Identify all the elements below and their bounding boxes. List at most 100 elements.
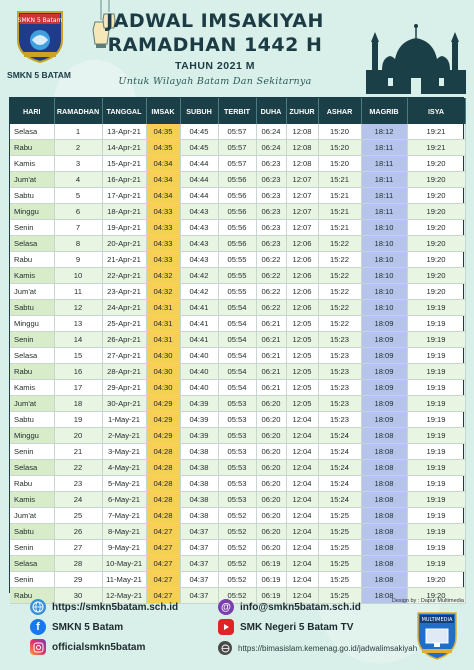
cell-terbit: 05:52 [218, 539, 257, 557]
cell-ashar: 15:24 [318, 443, 362, 461]
cell-day: Selasa [10, 347, 55, 365]
cell-isya: 19:19 [407, 555, 466, 573]
cell-ramadhan: 19 [54, 411, 103, 429]
cell-magrib: 18:08 [361, 587, 408, 605]
cell-terbit: 05:53 [218, 411, 257, 429]
cell-zuhur: 12:06 [286, 283, 319, 301]
email-link[interactable]: @ info@smkn5batam.sch.id [218, 599, 361, 615]
cell-duha: 06:22 [256, 251, 287, 269]
cell-terbit: 05:57 [218, 155, 257, 173]
cell-ashar: 15:25 [318, 523, 362, 541]
cell-ashar: 15:22 [318, 267, 362, 285]
cell-subuh: 04:39 [180, 411, 219, 429]
cell-imsak: 04:34 [146, 155, 181, 173]
cell-zuhur: 12:04 [286, 555, 319, 573]
cell-day: Rabu [10, 251, 55, 269]
cell-terbit: 05:52 [218, 571, 257, 589]
cell-isya: 19:20 [407, 155, 466, 173]
cell-ramadhan: 4 [54, 171, 103, 189]
cell-zuhur: 12:04 [286, 411, 319, 429]
cell-duha: 06:20 [256, 475, 287, 493]
cell-magrib: 18:11 [361, 155, 408, 173]
cell-day: Sabtu [10, 411, 55, 429]
cell-date: 28-Apr-21 [102, 363, 147, 381]
cell-ramadhan: 10 [54, 267, 103, 285]
cell-day: Selasa [10, 555, 55, 573]
cell-subuh: 04:43 [180, 219, 219, 237]
cell-zuhur: 12:07 [286, 171, 319, 189]
cell-duha: 06:23 [256, 155, 287, 173]
cell-magrib: 18:09 [361, 315, 408, 333]
facebook-text: SMKN 5 Batam [52, 621, 124, 633]
cell-imsak: 04:28 [146, 491, 181, 509]
table-row: Rabu 30 12-May-21 04:27 04:37 05:52 06:19 12:04… [10, 587, 466, 605]
cell-zuhur: 12:06 [286, 251, 319, 269]
website-link[interactable]: https://smkn5batam.sch.id [30, 599, 178, 615]
cell-magrib: 18:10 [361, 283, 408, 301]
cell-zuhur: 12:05 [286, 395, 319, 413]
title-line3: TAHUN 2021 M [175, 60, 255, 72]
cell-ramadhan: 8 [54, 235, 103, 253]
cell-magrib: 18:10 [361, 219, 408, 237]
table-row: Senin 29 11-May-21 04:27 04:37 05:52 06:19 12:0… [10, 571, 466, 589]
table-row: Jum'at 25 7-May-21 04:28 04:38 05:52 06:20 12:0… [10, 507, 466, 525]
cell-ashar: 15:25 [318, 587, 362, 605]
table-row: Kamis 24 6-May-21 04:28 04:38 05:53 06:20 12:04… [10, 491, 466, 509]
cell-day: Senin [10, 331, 55, 349]
table-row: Rabu 23 5-May-21 04:28 04:38 05:53 06:20 12:04 1… [10, 475, 466, 493]
cell-ramadhan: 2 [54, 139, 103, 157]
cell-imsak: 04:27 [146, 587, 181, 605]
cell-subuh: 04:44 [180, 187, 219, 205]
cell-terbit: 05:52 [218, 555, 257, 573]
source-url-text: https://bimasislam.kemenag.go.id/jadwali… [238, 643, 418, 653]
instagram-text: officialsmkn5batam [52, 641, 146, 653]
cell-magrib: 18:08 [361, 459, 408, 477]
cell-date: 9-May-21 [102, 539, 147, 557]
cell-terbit: 05:57 [218, 139, 257, 157]
cell-date: 13-Apr-21 [102, 124, 147, 141]
cell-duha: 06:23 [256, 187, 287, 205]
cell-zuhur: 12:05 [286, 379, 319, 397]
cell-imsak: 04:31 [146, 331, 181, 349]
cell-ashar: 15:22 [318, 283, 362, 301]
cell-isya: 19:19 [407, 491, 466, 509]
cell-duha: 06:19 [256, 555, 287, 573]
cell-ramadhan: 28 [54, 555, 103, 573]
instagram-link[interactable]: officialsmkn5batam [30, 639, 145, 655]
youtube-link[interactable]: SMK Negeri 5 Batam TV [218, 619, 353, 635]
cell-magrib: 18:09 [361, 363, 408, 381]
cell-imsak: 04:33 [146, 251, 181, 269]
cell-date: 3-May-21 [102, 443, 147, 461]
cell-terbit: 05:52 [218, 507, 257, 525]
column-header-isya: ISYA [407, 98, 466, 124]
cell-isya: 19:20 [407, 171, 466, 189]
cell-subuh: 04:43 [180, 235, 219, 253]
cell-isya: 19:19 [407, 443, 466, 461]
cell-zuhur: 12:04 [286, 459, 319, 477]
cell-zuhur: 12:04 [286, 491, 319, 509]
cell-zuhur: 12:08 [286, 124, 319, 141]
column-header-imsak: IMSAK [146, 98, 181, 124]
cell-subuh: 04:38 [180, 507, 219, 525]
cell-magrib: 18:11 [361, 187, 408, 205]
cell-imsak: 04:30 [146, 347, 181, 365]
cell-magrib: 18:08 [361, 507, 408, 525]
table-row: Jum'at 11 23-Apr-21 04:32 04:42 05:55 06:22 12:… [10, 283, 466, 301]
cell-ashar: 15:25 [318, 507, 362, 525]
cell-imsak: 04:27 [146, 555, 181, 573]
cell-terbit: 05:54 [218, 299, 257, 317]
cell-date: 23-Apr-21 [102, 283, 147, 301]
cell-date: 6-May-21 [102, 491, 147, 509]
cell-date: 24-Apr-21 [102, 299, 147, 317]
cell-terbit: 05:53 [218, 459, 257, 477]
cell-ashar: 15:24 [318, 427, 362, 445]
table-row: Sabtu 5 17-Apr-21 04:34 04:44 05:56 06:23 12:07… [10, 187, 466, 205]
cell-day: Rabu [10, 363, 55, 381]
cell-ramadhan: 11 [54, 283, 103, 301]
cell-day: Minggu [10, 203, 55, 221]
cell-day: Senin [10, 219, 55, 237]
source-link[interactable]: https://bimasislam.kemenag.go.id/jadwali… [218, 641, 417, 655]
facebook-link[interactable]: f SMKN 5 Batam [30, 619, 123, 635]
cell-day: Jum'at [10, 507, 55, 525]
cell-subuh: 04:42 [180, 267, 219, 285]
